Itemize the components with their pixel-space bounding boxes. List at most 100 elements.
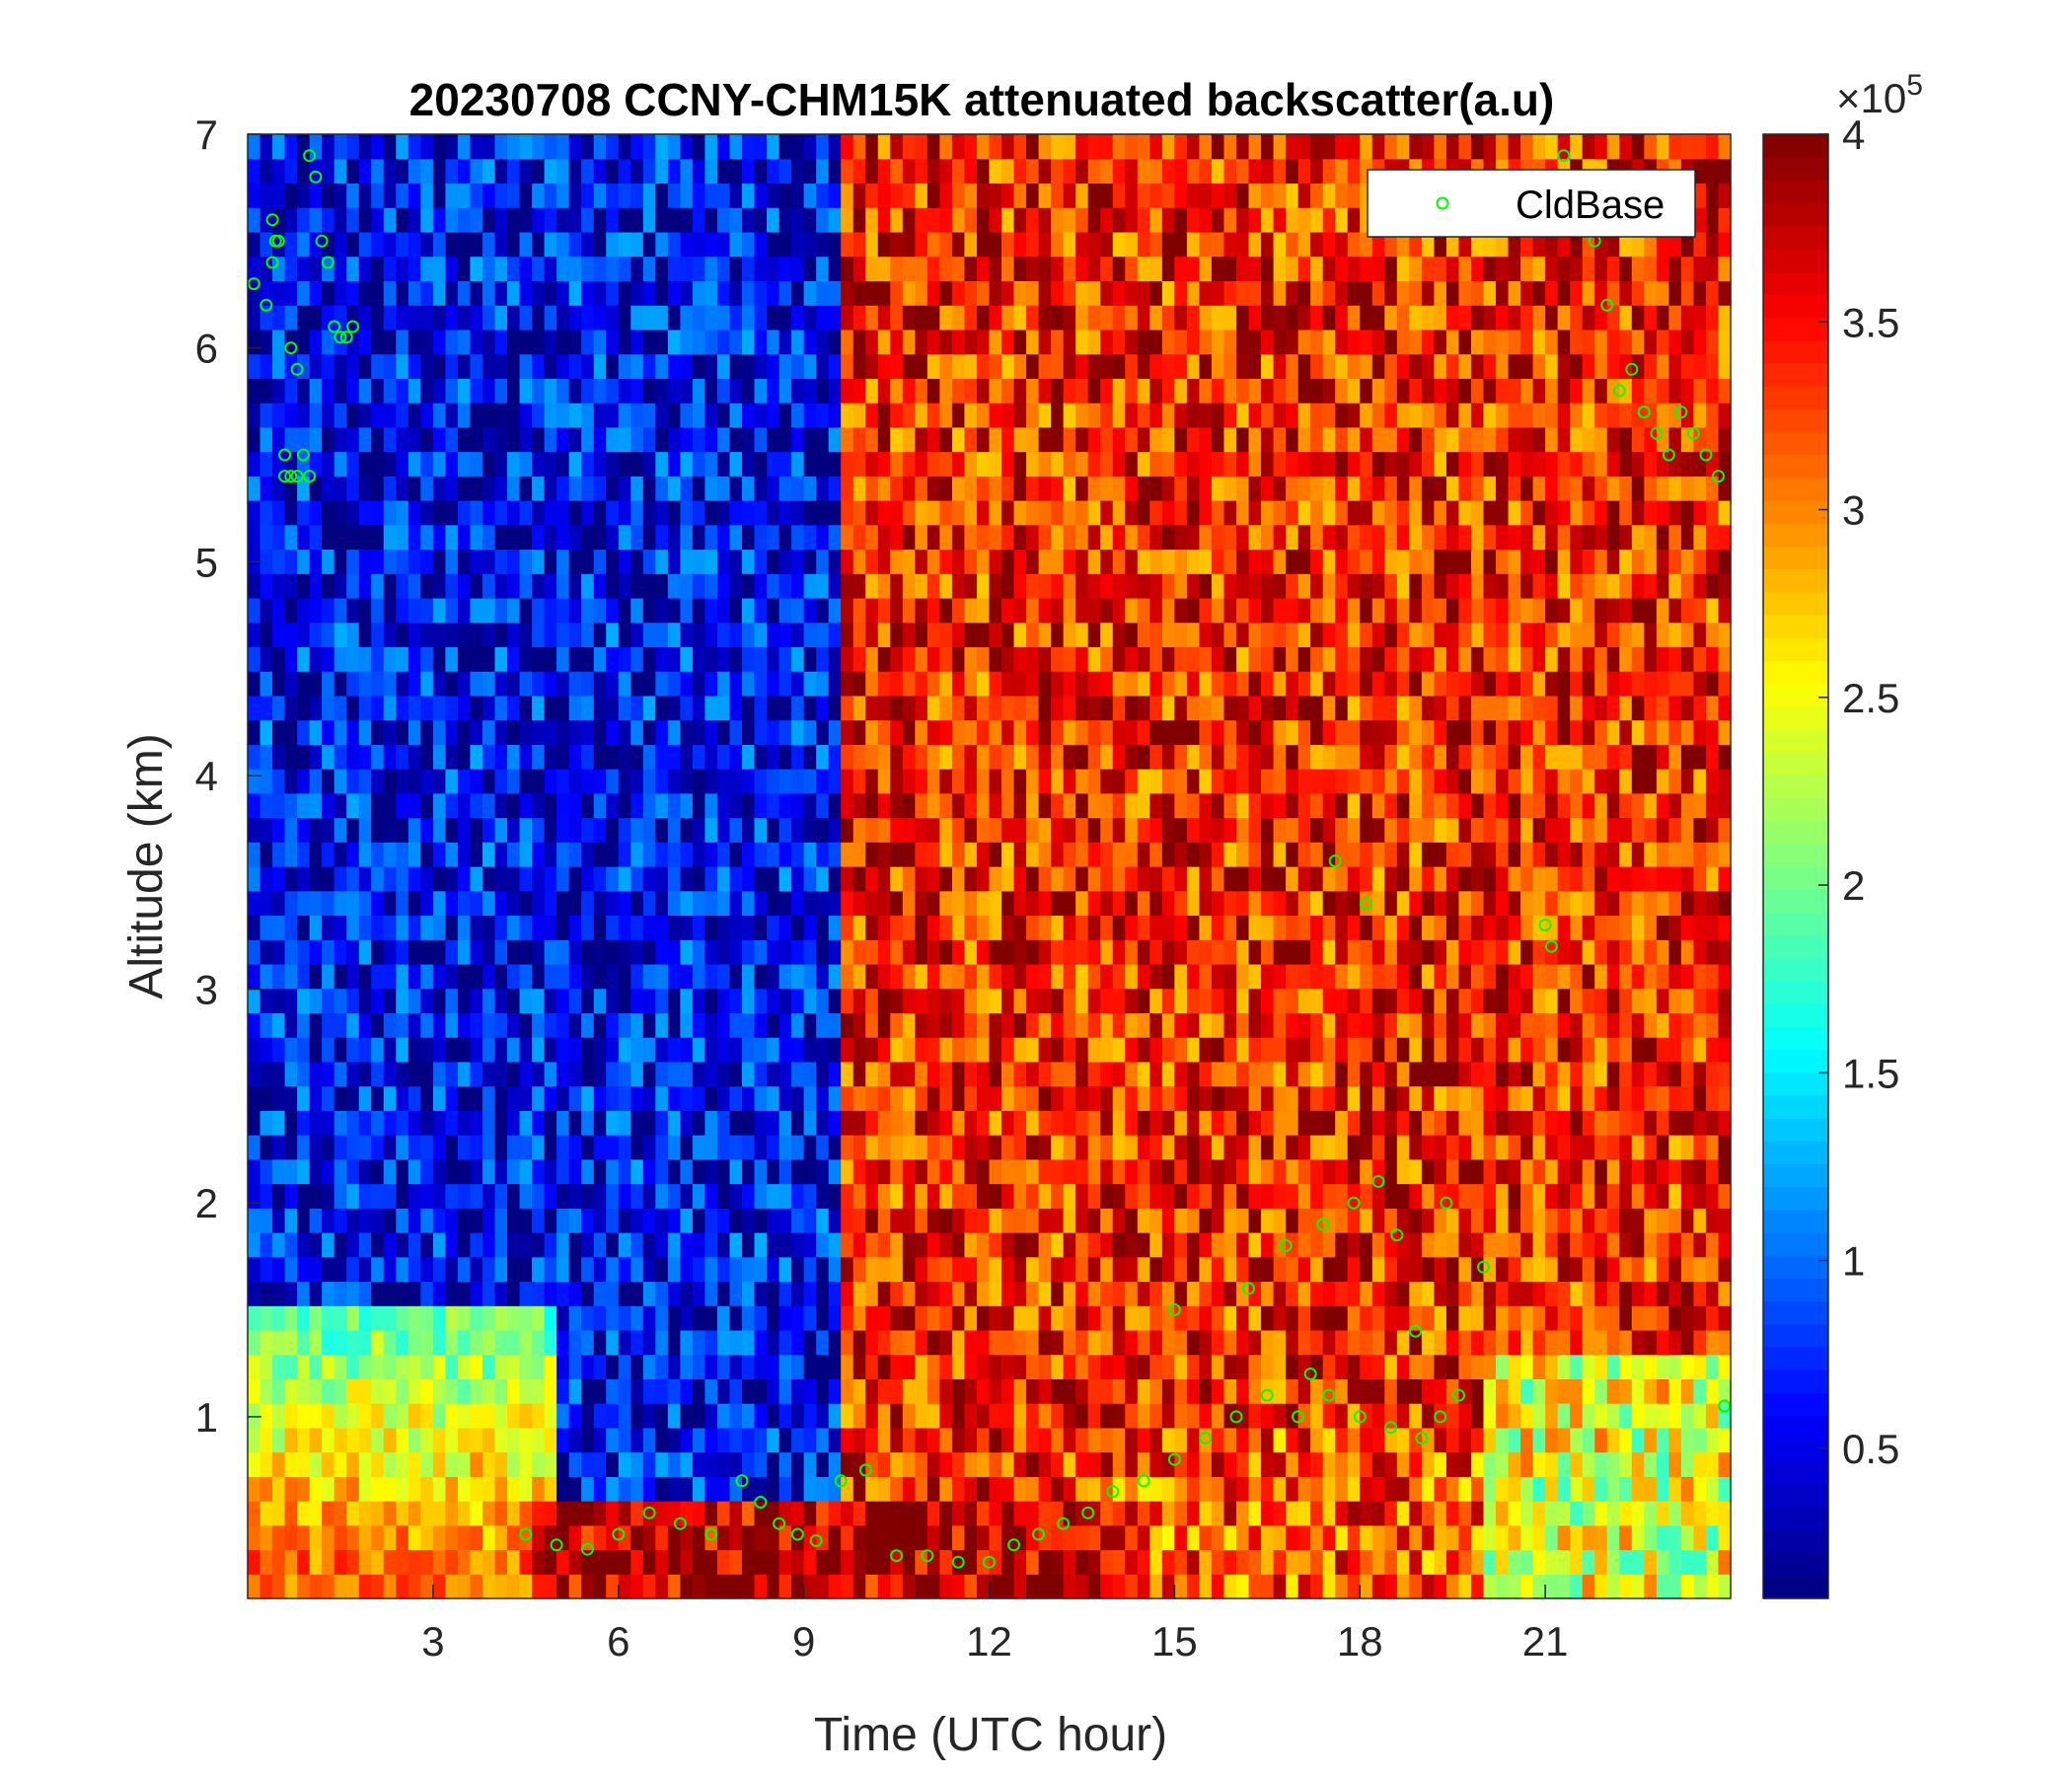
heatmap-cell: [568, 817, 582, 843]
heatmap-cell: [1013, 963, 1027, 990]
heatmap-cell: [890, 1232, 904, 1258]
heatmap-cell: [1149, 646, 1163, 672]
heatmap-cell: [322, 1158, 335, 1185]
heatmap-cell: [519, 646, 533, 672]
heatmap-cell: [778, 207, 792, 233]
heatmap-cell: [1063, 403, 1076, 428]
heatmap-cell: [519, 426, 533, 453]
heatmap-cell: [1026, 426, 1040, 453]
heatmap-cell: [778, 158, 792, 185]
heatmap-cell: [1273, 1305, 1287, 1331]
heatmap-cell: [248, 719, 261, 745]
heatmap-cell: [457, 1476, 472, 1502]
heatmap-cell: [767, 329, 780, 355]
heatmap-cell: [1026, 1476, 1040, 1502]
heatmap-cell: [1186, 622, 1201, 647]
heatmap-cell: [939, 500, 953, 526]
heatmap-cell: [667, 183, 681, 208]
heatmap-cell: [890, 1281, 904, 1306]
heatmap-cell: [297, 792, 311, 819]
heatmap-cell: [767, 842, 780, 867]
heatmap-cell: [618, 1451, 631, 1477]
heatmap-cell: [1261, 866, 1275, 892]
heatmap-cell: [1063, 183, 1076, 208]
heatmap-cell: [778, 963, 792, 990]
heatmap-cell: [655, 1208, 669, 1233]
heatmap-cell: [618, 842, 631, 867]
heatmap-cell: [926, 158, 941, 185]
heatmap-cell: [1001, 1378, 1015, 1404]
heatmap-cell: [1100, 476, 1114, 501]
heatmap-cell: [680, 231, 694, 258]
heatmap-cell: [1075, 573, 1089, 599]
heatmap-cell: [1211, 939, 1225, 965]
heatmap-cell: [926, 890, 941, 917]
heatmap-cell: [1199, 1183, 1213, 1209]
heatmap-cell: [1100, 1329, 1114, 1356]
heatmap-cell: [865, 769, 879, 794]
heatmap-cell: [828, 1208, 842, 1233]
heatmap-cell: [692, 158, 706, 185]
heatmap-cell: [630, 329, 644, 355]
heatmap-cell: [655, 476, 669, 501]
heatmap-cell: [297, 866, 311, 892]
heatmap-cell: [383, 524, 397, 551]
heatmap-cell: [1199, 1574, 1213, 1599]
heatmap-cell: [989, 866, 1002, 892]
heatmap-cell: [309, 1501, 323, 1526]
heatmap-cell: [346, 134, 360, 160]
heatmap-cell: [248, 1549, 261, 1575]
heatmap-cell: [1174, 1403, 1188, 1429]
heatmap-cell: [1149, 158, 1163, 185]
heatmap-cell: [1026, 915, 1040, 940]
heatmap-cell: [1051, 1329, 1065, 1356]
heatmap-cell: [470, 1232, 483, 1258]
heatmap-cell: [346, 256, 360, 281]
heatmap-cell: [432, 1427, 447, 1453]
heatmap-cell: [704, 1476, 718, 1502]
heatmap-cell: [1236, 890, 1250, 917]
heatmap-cell: [915, 305, 928, 331]
heatmap-cell: [630, 403, 644, 428]
heatmap-cell: [791, 1256, 805, 1283]
heatmap-cell: [532, 1061, 546, 1087]
heatmap-cell: [791, 1378, 805, 1404]
heatmap-cell: [248, 1085, 261, 1111]
heatmap-cell: [1199, 1135, 1213, 1160]
heatmap-cell: [457, 963, 472, 990]
heatmap-cell: [989, 1281, 1002, 1306]
heatmap-cell: [915, 1012, 928, 1038]
heatmap-cell: [606, 1256, 620, 1283]
heatmap-cell: [1161, 988, 1175, 1013]
heatmap-cell: [1261, 1378, 1275, 1404]
heatmap-cell: [1211, 1305, 1225, 1331]
heatmap-cell: [1223, 1037, 1237, 1063]
heatmap-cell: [297, 573, 311, 599]
heatmap-cell: [1013, 671, 1027, 697]
heatmap-cell: [630, 719, 644, 745]
heatmap-cell: [877, 890, 891, 917]
heatmap-cell: [544, 1256, 557, 1283]
heatmap-cell: [926, 476, 941, 501]
heatmap-cell: [989, 744, 1002, 770]
heatmap-cell: [532, 1403, 546, 1429]
heatmap-cell: [1013, 1135, 1027, 1160]
heatmap-cell: [816, 963, 830, 990]
heatmap-cell: [1261, 671, 1275, 697]
heatmap-cell: [1174, 1329, 1188, 1356]
heatmap-cell: [333, 769, 347, 794]
chart-title: 20230708 CCNY-CHM15K attenuated backscat…: [409, 74, 1555, 125]
heatmap-cell: [1248, 378, 1262, 404]
heatmap-cell: [532, 158, 546, 185]
heatmap-cell: [1001, 1305, 1015, 1331]
heatmap-cell: [1100, 988, 1114, 1013]
heatmap-cell: [284, 353, 298, 379]
heatmap-cell: [655, 744, 669, 770]
heatmap-cell: [494, 744, 508, 770]
heatmap-cell: [1261, 597, 1275, 624]
heatmap-cell: [1087, 378, 1101, 404]
heatmap-cell: [1051, 1208, 1065, 1233]
heatmap-cell: [606, 939, 620, 965]
heatmap-cell: [333, 1085, 347, 1111]
heatmap-cell: [1236, 1110, 1250, 1136]
